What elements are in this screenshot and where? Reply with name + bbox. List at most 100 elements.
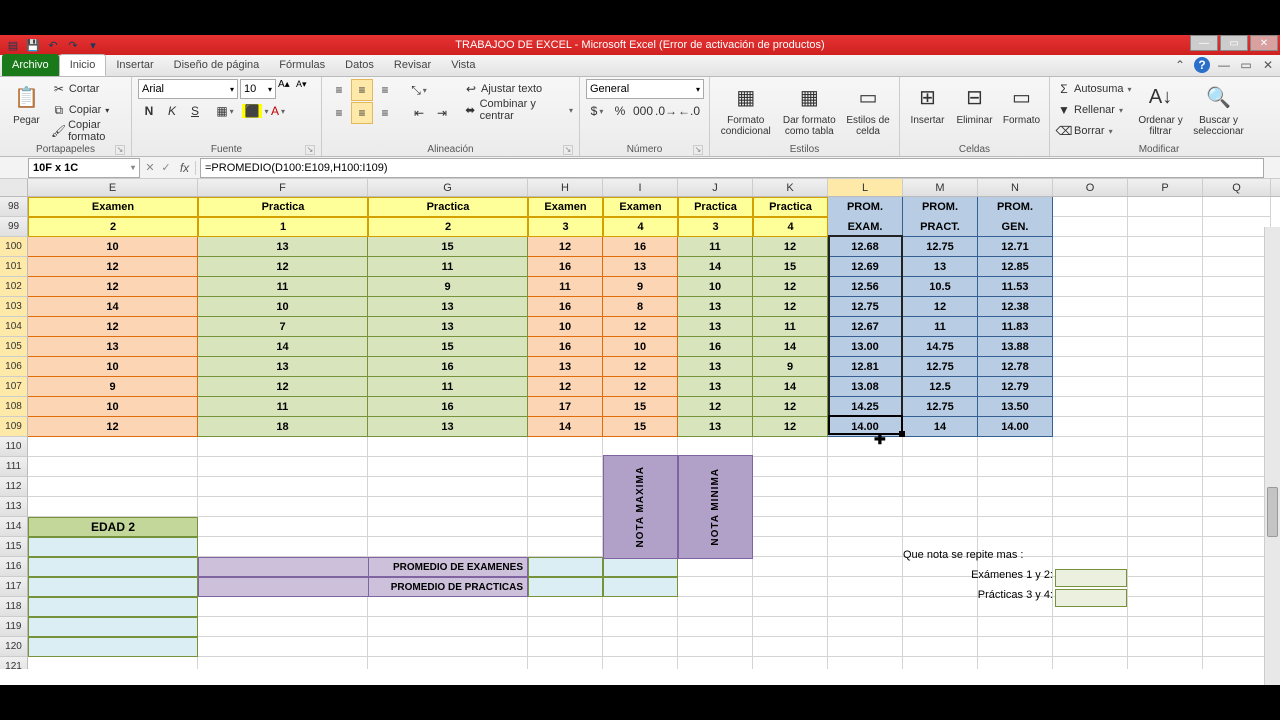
cell[interactable] bbox=[828, 597, 903, 617]
cell[interactable]: 11.83 bbox=[978, 317, 1053, 337]
cell[interactable] bbox=[198, 597, 368, 617]
cell[interactable] bbox=[28, 557, 198, 577]
tab-file[interactable]: Archivo bbox=[2, 54, 59, 76]
font-dialog-icon[interactable]: ↘ bbox=[305, 145, 315, 155]
number-dialog-icon[interactable]: ↘ bbox=[693, 145, 703, 155]
cell[interactable] bbox=[1203, 497, 1271, 517]
align-top-button[interactable]: ≡ bbox=[328, 79, 350, 101]
cell[interactable] bbox=[603, 657, 678, 669]
cell[interactable] bbox=[753, 637, 828, 657]
cell[interactable]: 13 bbox=[678, 317, 753, 337]
cell[interactable]: 12.75 bbox=[903, 397, 978, 417]
cell[interactable] bbox=[828, 477, 903, 497]
cell[interactable]: 13 bbox=[368, 297, 528, 317]
cell[interactable] bbox=[528, 617, 603, 637]
cell[interactable] bbox=[828, 557, 903, 577]
cell[interactable] bbox=[1203, 377, 1271, 397]
select-all-corner[interactable] bbox=[0, 179, 28, 196]
row-header[interactable]: 119 bbox=[0, 617, 28, 637]
cell[interactable]: 12 bbox=[603, 377, 678, 397]
cell[interactable]: 13.00 bbox=[828, 337, 903, 357]
fx-cancel-icon[interactable]: ✕ bbox=[142, 161, 158, 174]
cell[interactable]: 15 bbox=[603, 417, 678, 437]
cell[interactable] bbox=[1053, 197, 1128, 217]
cell[interactable] bbox=[368, 657, 528, 669]
tab-diseno[interactable]: Diseño de página bbox=[164, 54, 270, 76]
cell[interactable] bbox=[368, 477, 528, 497]
cell[interactable]: 12.78 bbox=[978, 357, 1053, 377]
cell[interactable]: 11 bbox=[753, 317, 828, 337]
cell[interactable]: 12.67 bbox=[828, 317, 903, 337]
cell[interactable] bbox=[978, 477, 1053, 497]
cell[interactable]: Practica bbox=[198, 197, 368, 217]
cell[interactable]: 14.00 bbox=[978, 417, 1053, 437]
indent-inc-button[interactable]: ⇥ bbox=[431, 102, 453, 124]
cell[interactable]: 13 bbox=[28, 337, 198, 357]
cell[interactable] bbox=[198, 537, 368, 557]
cell[interactable]: 13 bbox=[678, 417, 753, 437]
cell[interactable] bbox=[753, 617, 828, 637]
align-bottom-button[interactable]: ≡ bbox=[374, 79, 396, 101]
name-box[interactable]: 10F x 1C▾ bbox=[28, 158, 140, 178]
cell[interactable]: Practica bbox=[753, 197, 828, 217]
vertical-scrollbar[interactable] bbox=[1264, 227, 1280, 685]
cell[interactable] bbox=[1203, 437, 1271, 457]
cell[interactable]: 11.53 bbox=[978, 277, 1053, 297]
cell[interactable] bbox=[1128, 437, 1203, 457]
tab-insertar[interactable]: Insertar bbox=[106, 54, 163, 76]
cell[interactable] bbox=[28, 477, 198, 497]
cell[interactable] bbox=[1053, 357, 1128, 377]
cell[interactable] bbox=[903, 617, 978, 637]
col-header-G[interactable]: G bbox=[368, 179, 528, 196]
cell[interactable]: 18 bbox=[198, 417, 368, 437]
answer-box[interactable] bbox=[1055, 589, 1127, 607]
cell[interactable]: 16 bbox=[528, 257, 603, 277]
cell[interactable] bbox=[1203, 337, 1271, 357]
cell[interactable] bbox=[978, 517, 1053, 537]
cell[interactable] bbox=[678, 637, 753, 657]
cell[interactable] bbox=[828, 537, 903, 557]
cell[interactable]: 14 bbox=[903, 417, 978, 437]
cell[interactable] bbox=[528, 597, 603, 617]
col-header-O[interactable]: O bbox=[1053, 179, 1128, 196]
cell[interactable] bbox=[1128, 277, 1203, 297]
cell[interactable]: Practica bbox=[678, 197, 753, 217]
cell[interactable] bbox=[1203, 557, 1271, 577]
find-select-button[interactable]: 🔍Buscar y seleccionar bbox=[1190, 79, 1248, 137]
row-header[interactable]: 102 bbox=[0, 277, 28, 297]
insert-cells-button[interactable]: ⊞Insertar bbox=[906, 79, 949, 126]
cell[interactable]: 14 bbox=[753, 337, 828, 357]
wrap-text-button[interactable]: ↩Ajustar texto bbox=[463, 79, 573, 99]
align-center-button[interactable]: ≡ bbox=[351, 102, 373, 124]
cell[interactable] bbox=[28, 597, 198, 617]
cell[interactable]: 13 bbox=[528, 357, 603, 377]
cell[interactable]: 9 bbox=[603, 277, 678, 297]
qat-more-icon[interactable]: ▾ bbox=[84, 37, 102, 53]
align-right-button[interactable]: ≡ bbox=[374, 102, 396, 124]
cell[interactable] bbox=[28, 437, 198, 457]
cell[interactable]: 4 bbox=[603, 217, 678, 237]
cell[interactable] bbox=[198, 637, 368, 657]
fill-color-button[interactable]: ⬛ bbox=[244, 100, 266, 122]
cell[interactable]: 12 bbox=[28, 277, 198, 297]
row-header[interactable]: 121 bbox=[0, 657, 28, 669]
col-header-F[interactable]: F bbox=[198, 179, 368, 196]
cell[interactable] bbox=[753, 597, 828, 617]
cell[interactable]: 12 bbox=[753, 277, 828, 297]
cell[interactable] bbox=[1128, 357, 1203, 377]
cell[interactable]: 13.08 bbox=[828, 377, 903, 397]
cell[interactable] bbox=[903, 657, 978, 669]
cell[interactable] bbox=[753, 557, 828, 577]
col-header-E[interactable]: E bbox=[28, 179, 198, 196]
cell[interactable] bbox=[903, 497, 978, 517]
cell[interactable]: 13 bbox=[678, 357, 753, 377]
cell[interactable]: 9 bbox=[368, 277, 528, 297]
col-header-M[interactable]: M bbox=[903, 179, 978, 196]
cell[interactable] bbox=[28, 497, 198, 517]
cell[interactable] bbox=[678, 437, 753, 457]
cell[interactable] bbox=[368, 617, 528, 637]
tab-revisar[interactable]: Revisar bbox=[384, 54, 441, 76]
col-header-K[interactable]: K bbox=[753, 179, 828, 196]
cell[interactable]: 11 bbox=[198, 397, 368, 417]
clear-button[interactable]: ⌫Borrar bbox=[1056, 121, 1132, 141]
